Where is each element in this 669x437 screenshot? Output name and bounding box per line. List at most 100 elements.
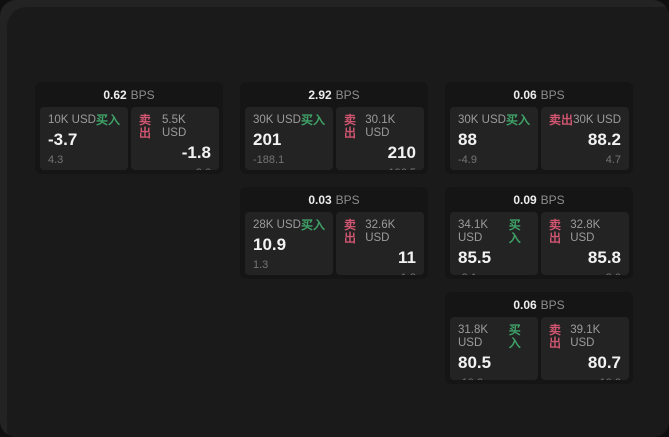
sell-amount: 32.6K USD [365, 219, 396, 244]
sell-amount: 32.8K USD [570, 219, 601, 244]
bps-value: 0.09 [513, 192, 537, 207]
sell-price: 210 [387, 143, 416, 162]
buy-badge[interactable]: 买入 [300, 113, 325, 127]
sell-panel[interactable]: 卖出 5.5K USD -1.8 -2.6 [131, 107, 219, 170]
sell-top-row: 卖出 5.5K USD [139, 114, 211, 140]
quote-card[interactable]: 2.92 BPS 30K USD 买入 201 -188.1 卖出 30.1K … [240, 82, 428, 174]
buy-price: -3.7 [48, 130, 78, 149]
sell-badge[interactable]: 卖出 [549, 218, 562, 245]
sell-price: 88.2 [587, 130, 621, 149]
buy-sub-value: 4.3 [48, 154, 64, 166]
buy-sub-value: -4.9 [458, 154, 477, 166]
sell-price: 85.8 [587, 248, 621, 267]
buy-price: 201 [253, 130, 282, 149]
card-body: 34.1K USD 买入 85.5 -3.1 卖出 32.8K USD 85.8… [445, 212, 633, 275]
buy-price: 85.5 [458, 248, 492, 267]
bps-value: 0.03 [308, 192, 332, 207]
sell-amount: 30.1K USD [365, 114, 396, 139]
bps-unit-label: BPS [540, 297, 565, 312]
quote-card[interactable]: 0.09 BPS 34.1K USD 买入 85.5 -3.1 卖出 32.8K… [445, 187, 633, 279]
sell-sub-value: -1.8 [344, 272, 416, 275]
buy-sub-value: -188.1 [253, 154, 285, 166]
sell-sub-value: -2.6 [139, 167, 211, 170]
buy-top-row: 30K USD 买入 [458, 114, 530, 127]
buy-amount: 34.1K USD [458, 219, 489, 244]
sell-price: -1.8 [181, 143, 211, 162]
sell-badge[interactable]: 卖出 [549, 113, 574, 127]
sell-top-row: 卖出 39.1K USD [549, 324, 621, 350]
sell-badge[interactable]: 卖出 [344, 218, 357, 245]
buy-sub-value: -10.8 [458, 377, 530, 380]
buy-price: 88 [458, 130, 477, 149]
card-header: 0.06 BPS [445, 82, 633, 107]
buy-top-row: 28K USD 买入 [253, 219, 325, 232]
buy-amount: 30K USD [253, 114, 301, 126]
sell-panel[interactable]: 卖出 30K USD 88.2 4.7 [541, 107, 629, 170]
buy-price: 10.9 [253, 235, 287, 254]
buy-panel[interactable]: 30K USD 买入 201 -188.1 [245, 107, 333, 170]
sell-amount: 30K USD [573, 114, 621, 126]
buy-sub-value: -3.1 [458, 272, 530, 275]
sell-panel[interactable]: 卖出 30.1K USD 210 196.5 [336, 107, 424, 170]
buy-panel[interactable]: 10K USD 买入 -3.7 4.3 [40, 107, 128, 170]
buy-sub-value: 1.3 [253, 259, 269, 271]
sell-top-row: 卖出 30K USD [549, 114, 621, 127]
bps-unit-label: BPS [540, 87, 565, 102]
card-header: 0.09 BPS [445, 187, 633, 212]
sell-sub-value: 3.0 [549, 272, 621, 275]
card-header: 0.62 BPS [35, 82, 223, 107]
bps-unit-label: BPS [130, 87, 155, 102]
buy-panel[interactable]: 28K USD 买入 10.9 1.3 [245, 212, 333, 275]
buy-badge[interactable]: 买入 [508, 323, 521, 350]
bps-value: 2.92 [308, 87, 332, 102]
quote-card[interactable]: 0.62 BPS 10K USD 买入 -3.7 4.3 卖出 5.5K USD… [35, 82, 223, 174]
sell-panel[interactable]: 卖出 32.6K USD 11 -1.8 [336, 212, 424, 275]
buy-badge[interactable]: 买入 [508, 218, 521, 245]
buy-amount: 28K USD [253, 219, 301, 231]
card-body: 10K USD 买入 -3.7 4.3 卖出 5.5K USD -1.8 -2.… [35, 107, 223, 170]
buy-panel[interactable]: 30K USD 买入 88 -4.9 [450, 107, 538, 170]
buy-badge[interactable]: 买入 [95, 113, 120, 127]
buy-top-row: 30K USD 买入 [253, 114, 325, 127]
sell-price: 11 [398, 248, 416, 267]
bps-unit-label: BPS [335, 87, 360, 102]
buy-top-row: 10K USD 买入 [48, 114, 120, 127]
sell-panel[interactable]: 卖出 39.1K USD 80.7 10.2 [541, 317, 629, 380]
sell-sub-value: 10.2 [549, 377, 621, 380]
sell-top-row: 卖出 32.6K USD [344, 219, 416, 245]
buy-amount: 10K USD [48, 114, 96, 126]
sell-sub-value: 4.7 [605, 154, 621, 166]
bps-value: 0.06 [513, 87, 537, 102]
buy-panel[interactable]: 34.1K USD 买入 85.5 -3.1 [450, 212, 538, 275]
sell-badge[interactable]: 卖出 [549, 323, 562, 350]
bps-value: 0.62 [103, 87, 127, 102]
card-header: 2.92 BPS [240, 82, 428, 107]
card-body: 31.8K USD 买入 80.5 -10.8 卖出 39.1K USD 80.… [445, 317, 633, 380]
card-body: 30K USD 买入 88 -4.9 卖出 30K USD 88.2 4.7 [445, 107, 633, 170]
quote-card[interactable]: 0.06 BPS 30K USD 买入 88 -4.9 卖出 30K USD 8… [445, 82, 633, 174]
sell-amount: 5.5K USD [162, 114, 187, 139]
sell-amount: 39.1K USD [570, 324, 601, 349]
buy-badge[interactable]: 买入 [505, 113, 530, 127]
card-body: 30K USD 买入 201 -188.1 卖出 30.1K USD 210 1… [240, 107, 428, 170]
buy-amount: 30K USD [458, 114, 506, 126]
buy-badge[interactable]: 买入 [300, 218, 325, 232]
buy-amount: 31.8K USD [458, 324, 489, 349]
card-header: 0.06 BPS [445, 292, 633, 317]
quote-card[interactable]: 0.03 BPS 28K USD 买入 10.9 1.3 卖出 32.6K US… [240, 187, 428, 279]
content-panel: 0.62 BPS 10K USD 买入 -3.7 4.3 卖出 5.5K USD… [7, 7, 669, 437]
buy-top-row: 31.8K USD 买入 [458, 324, 530, 350]
sell-badge[interactable]: 卖出 [344, 113, 357, 140]
quote-card[interactable]: 0.06 BPS 31.8K USD 买入 80.5 -10.8 卖出 39.1… [445, 292, 633, 384]
card-body: 28K USD 买入 10.9 1.3 卖出 32.6K USD 11 -1.8 [240, 212, 428, 275]
bps-value: 0.06 [513, 297, 537, 312]
sell-price: 80.7 [587, 353, 621, 372]
bps-unit-label: BPS [335, 192, 360, 207]
sell-panel[interactable]: 卖出 32.8K USD 85.8 3.0 [541, 212, 629, 275]
buy-panel[interactable]: 31.8K USD 买入 80.5 -10.8 [450, 317, 538, 380]
card-header: 0.03 BPS [240, 187, 428, 212]
buy-top-row: 34.1K USD 买入 [458, 219, 530, 245]
sell-badge[interactable]: 卖出 [139, 113, 152, 140]
quote-cards-grid: 0.62 BPS 10K USD 买入 -3.7 4.3 卖出 5.5K USD… [7, 7, 669, 437]
